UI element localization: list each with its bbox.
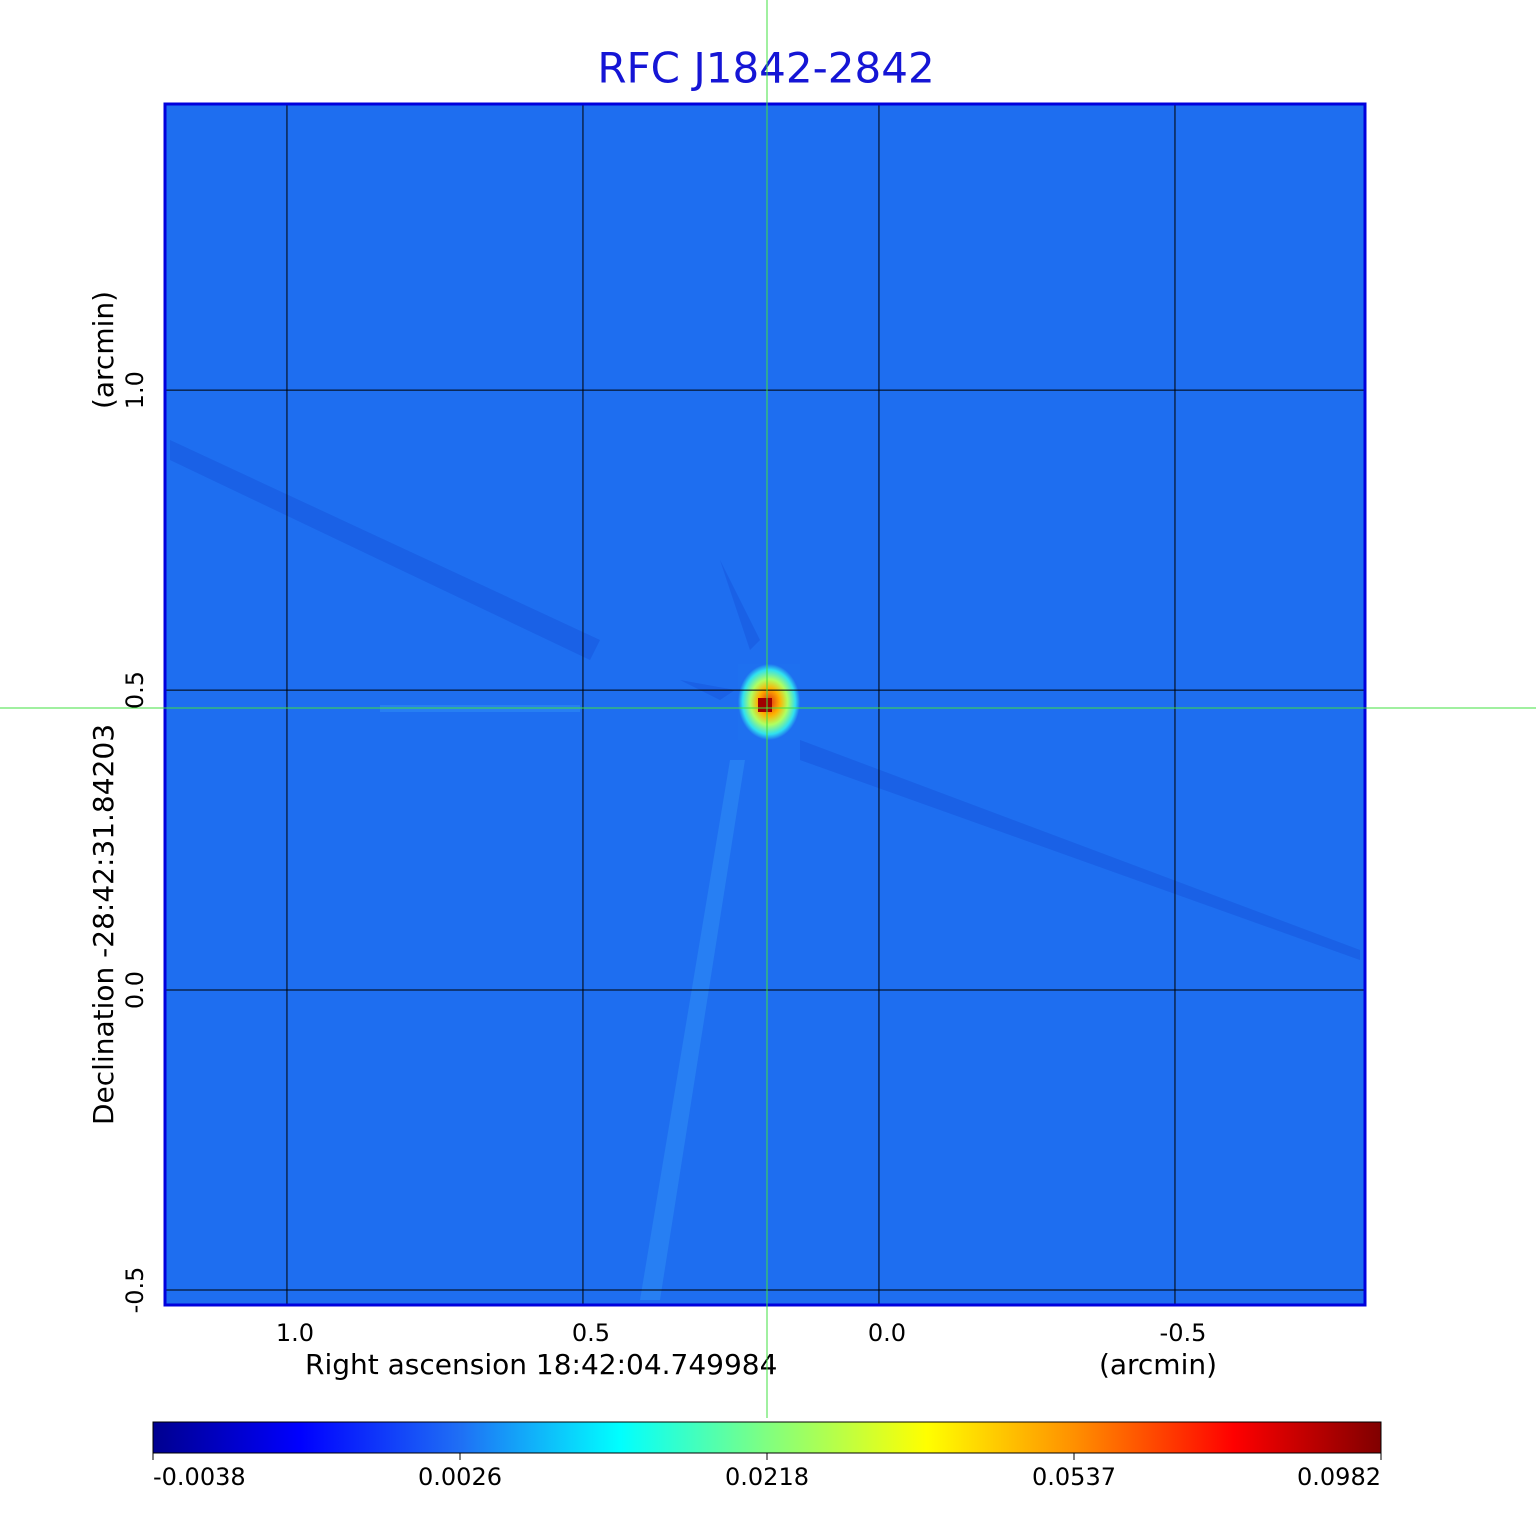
colorbar-tick-label: 0.0026 [418, 1463, 502, 1491]
frame [163, 102, 1367, 1307]
sidelobe [170, 440, 1360, 960]
x-axis-label: Right ascension 18:42:04.749984 [305, 1348, 777, 1381]
y-axis-unit: (arcmin) [87, 291, 120, 409]
y-tick-label: 0.5 [121, 671, 149, 709]
x-tick-label: 1.0 [276, 1319, 314, 1347]
colorbar-tick-label: 0.0537 [1032, 1463, 1116, 1491]
x-axis-unit: (arcmin) [1099, 1348, 1217, 1381]
colorbar-tick-label: 0.0982 [1297, 1463, 1381, 1491]
x-tick-label: -0.5 [1160, 1319, 1207, 1347]
x-tick-label: 0.0 [868, 1319, 906, 1347]
x-tick-label: 0.5 [572, 1319, 610, 1347]
y-tick-label: 0.0 [121, 971, 149, 1009]
y-axis-label: Declination -28:42:31.84203 [87, 724, 120, 1125]
colorbar-tick-label: 0.0218 [725, 1463, 809, 1491]
y-tick-label: -0.5 [121, 1267, 149, 1314]
source-peak [758, 698, 772, 712]
y-tick-label: 1.0 [121, 371, 149, 409]
chart-title: RFC J1842-2842 [597, 44, 934, 93]
colorbar [152, 1421, 1382, 1454]
colorbar-tick-label: -0.0038 [153, 1463, 246, 1491]
